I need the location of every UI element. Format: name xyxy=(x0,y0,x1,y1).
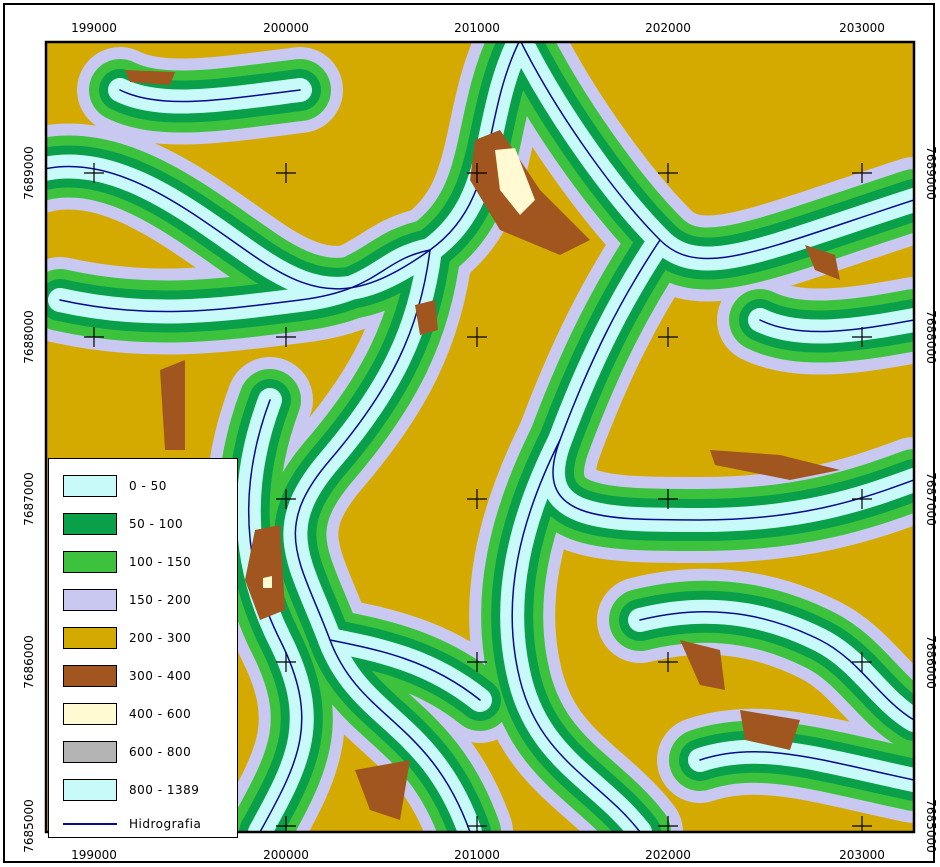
legend-label: 150 - 200 xyxy=(129,593,192,607)
x-tick-bottom: 203000 xyxy=(839,848,885,862)
legend-label: 300 - 400 xyxy=(129,669,192,683)
y-tick-right: 7689000 xyxy=(924,146,938,199)
legend-item: 800 - 1389 xyxy=(63,777,199,803)
legend-label: 50 - 100 xyxy=(129,517,184,531)
legend-item: 600 - 800 xyxy=(63,739,191,765)
legend-swatch xyxy=(63,475,117,497)
y-tick-right: 7688000 xyxy=(924,310,938,363)
legend-label: 200 - 300 xyxy=(129,631,192,645)
x-tick-top: 200000 xyxy=(263,21,309,35)
y-tick-right: 7687000 xyxy=(924,472,938,525)
x-tick-bottom: 199000 xyxy=(71,848,117,862)
high-elevation-patches xyxy=(125,70,840,820)
y-tick-left: 7686000 xyxy=(22,635,36,688)
x-tick-top: 199000 xyxy=(71,21,117,35)
legend-swatch xyxy=(63,551,117,573)
y-tick-left: 7689000 xyxy=(22,146,36,199)
x-tick-top: 202000 xyxy=(645,21,691,35)
legend-swatch xyxy=(63,779,117,801)
legend-label: 100 - 150 xyxy=(129,555,192,569)
legend-label: 600 - 800 xyxy=(129,745,192,759)
legend-label: 800 - 1389 xyxy=(129,783,200,797)
y-tick-right: 7686000 xyxy=(924,635,938,688)
legend-swatch xyxy=(63,589,117,611)
legend-item: 150 - 200 xyxy=(63,587,191,613)
map-legend: 0 - 50 50 - 100 100 - 150 150 - 200 200 … xyxy=(48,458,238,838)
y-tick-left: 7687000 xyxy=(22,472,36,525)
legend-swatch xyxy=(63,513,117,535)
map-neatline xyxy=(44,40,916,834)
legend-swatch xyxy=(63,665,117,687)
grid-crosses xyxy=(84,163,872,832)
x-tick-top: 203000 xyxy=(839,21,885,35)
legend-item: 200 - 300 xyxy=(63,625,191,651)
legend-swatch xyxy=(63,627,117,649)
legend-label: 0 - 50 xyxy=(129,479,167,493)
legend-item: 50 - 100 xyxy=(63,511,183,537)
legend-label: Hidrografia xyxy=(129,817,202,831)
legend-swatch xyxy=(63,703,117,725)
legend-item: 0 - 50 xyxy=(63,473,167,499)
legend-item: 100 - 150 xyxy=(63,549,191,575)
legend-item: 400 - 600 xyxy=(63,701,191,727)
legend-label: 400 - 600 xyxy=(129,707,192,721)
legend-item-hydrography: Hidrografia xyxy=(63,811,201,837)
x-tick-bottom: 201000 xyxy=(454,848,500,862)
x-tick-bottom: 200000 xyxy=(263,848,309,862)
y-tick-left: 7685000 xyxy=(22,799,36,852)
hydrography-line-swatch xyxy=(63,813,117,835)
y-tick-right: 7685000 xyxy=(924,799,938,852)
legend-swatch xyxy=(63,741,117,763)
x-tick-bottom: 202000 xyxy=(645,848,691,862)
legend-item: 300 - 400 xyxy=(63,663,191,689)
x-tick-top: 201000 xyxy=(454,21,500,35)
y-tick-left: 7688000 xyxy=(22,310,36,363)
